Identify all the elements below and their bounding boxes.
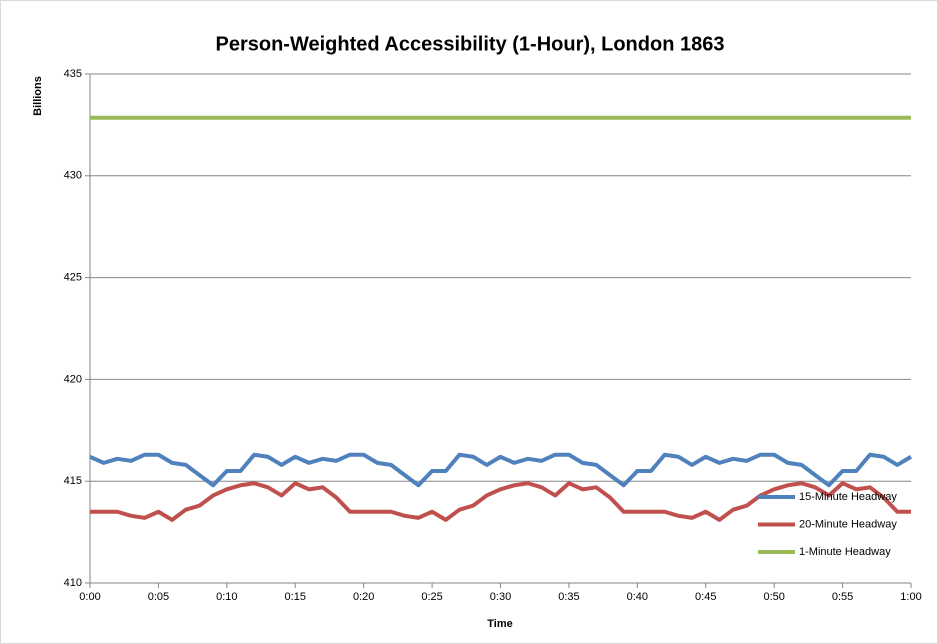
x-tick-label: 0:50 <box>763 591 784 603</box>
x-tick-label: 0:25 <box>421 591 442 603</box>
legend-label: 20-Minute Headway <box>799 518 897 530</box>
legend-label: 1-Minute Headway <box>799 546 891 558</box>
series-line <box>89 452 913 488</box>
y-tick-label: 420 <box>64 373 82 385</box>
y-tick-label: 415 <box>64 475 82 487</box>
x-tick-label: 0:35 <box>558 591 579 603</box>
x-tick-label: 0:55 <box>832 591 853 603</box>
x-tick-label: 1:00 <box>900 591 921 603</box>
legend-label: 15-Minute Headway <box>799 491 897 503</box>
x-tick-label: 0:05 <box>148 591 169 603</box>
y-tick-label: 435 <box>64 68 82 80</box>
x-tick-label: 0:45 <box>695 591 716 603</box>
y-tick-label: 410 <box>64 577 82 589</box>
x-tick-label: 0:10 <box>216 591 237 603</box>
x-tick-label: 0:30 <box>490 591 511 603</box>
x-tick-label: 0:20 <box>353 591 374 603</box>
x-tick-label: 0:00 <box>79 591 100 603</box>
y-axis-label: Billions <box>32 76 44 116</box>
x-tick-label: 0:15 <box>285 591 306 603</box>
x-axis-label: Time <box>487 618 512 630</box>
series-line <box>90 481 911 522</box>
x-tick-label: 0:40 <box>627 591 648 603</box>
y-tick-label: 430 <box>64 170 82 182</box>
y-tick-label: 425 <box>64 272 82 284</box>
chart-title: Person-Weighted Accessibility (1-Hour), … <box>216 33 725 55</box>
